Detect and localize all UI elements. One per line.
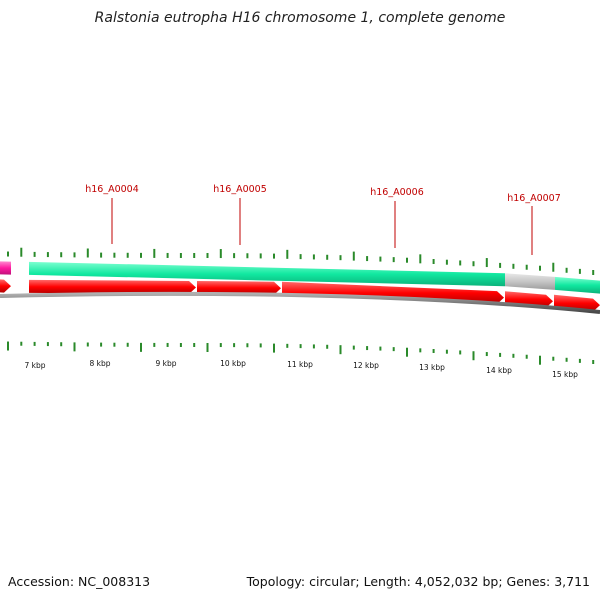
kbp-label-14: 14 kbp xyxy=(486,366,512,375)
gene-arrow[interactable] xyxy=(0,279,11,293)
kbp-label-8: 8 kbp xyxy=(89,359,110,368)
feature-segment-gray xyxy=(505,273,555,290)
lower-tick-track xyxy=(7,341,595,365)
genome-summary-text: Topology: circular; Length: 4,052,032 bp… xyxy=(246,574,590,589)
gene-label-h16-a0005[interactable]: h16_A0005 xyxy=(213,184,267,195)
kbp-label-15: 15 kbp xyxy=(552,370,578,379)
kbp-label-10: 10 kbp xyxy=(220,359,246,368)
feature-segment-green xyxy=(29,261,505,287)
kbp-label-7: 7 kbp xyxy=(24,361,45,370)
map-title: Ralstonia eutropha H16 chromosome 1, com… xyxy=(94,10,506,26)
gene-label-h16-a0006[interactable]: h16_A0006 xyxy=(370,187,424,198)
gene-label-h16-a0004[interactable]: h16_A0004 xyxy=(85,184,139,195)
kbp-label-12: 12 kbp xyxy=(353,361,379,370)
kbp-label-11: 11 kbp xyxy=(287,360,313,369)
feature-track xyxy=(0,261,600,294)
feature-segment-green xyxy=(555,276,600,294)
upper-tick-track xyxy=(7,247,595,276)
feature-segment-pink xyxy=(0,261,11,275)
chromosome-backbone xyxy=(0,291,600,314)
kbp-label-13: 13 kbp xyxy=(419,363,445,372)
accession-text: Accession: NC_008313 xyxy=(8,574,151,589)
gene-leader-lines xyxy=(111,198,533,255)
gene-label-h16-a0007[interactable]: h16_A0007 xyxy=(507,193,561,204)
gene-arrow-h16-a0004[interactable] xyxy=(29,279,196,294)
kbp-label-9: 9 kbp xyxy=(155,359,176,368)
gene-arrow-h16-a0005[interactable] xyxy=(197,280,281,295)
